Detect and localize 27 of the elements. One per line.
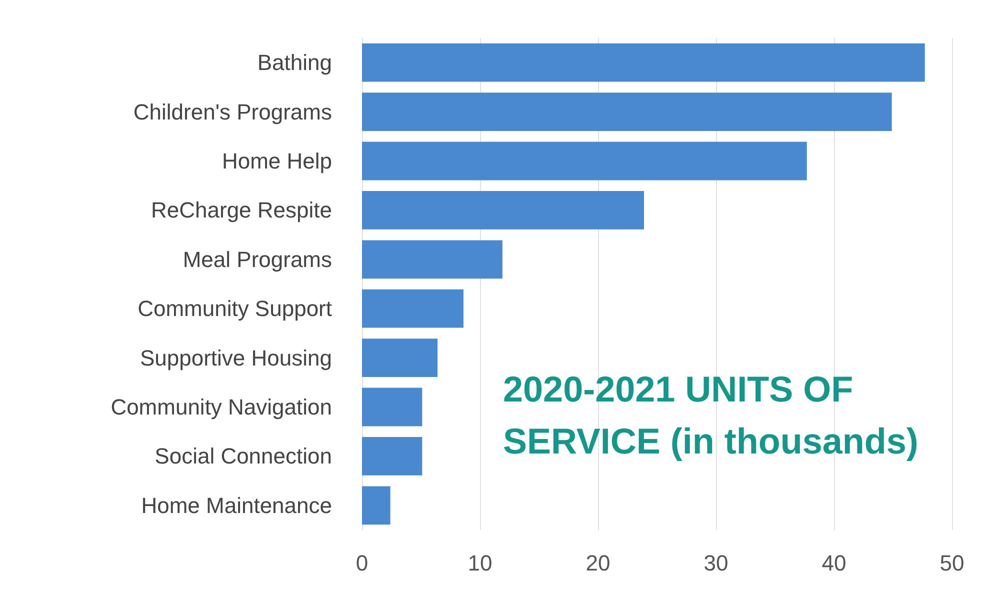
y-tick-label: ReCharge Respite [151,198,332,223]
bar [362,191,644,230]
bar [362,486,390,525]
bar [362,338,438,377]
bar [362,437,422,476]
x-tick-label: 20 [586,550,610,576]
y-tick-label: Social Connection [154,444,332,469]
y-tick-label: Community Navigation [110,394,332,420]
bar [362,240,502,279]
x-tick-label: 30 [704,550,728,576]
y-tick-label: Meal Programs [182,246,332,272]
x-tick-label: 40 [822,550,846,576]
y-tick-label: Community Support [138,296,332,322]
y-tick-label: Home Maintenance [141,492,332,518]
bar [362,92,892,131]
text: 2020-2021 UNITS OF SERVICE (in thousands) [503,368,918,462]
bar [362,388,422,426]
bar [362,142,807,180]
x-tick-label: 10 [468,550,492,576]
bar [362,43,925,82]
y-tick-label: Home Help [222,148,332,174]
x-tick-label: 50 [940,550,964,576]
x-tick-label: 0 [356,550,368,576]
bar [362,289,464,328]
y-tick-label: Supportive Housing [140,345,332,370]
y-tick-label: Children's Programs [133,99,332,124]
y-tick-label: Bathing [257,50,332,76]
